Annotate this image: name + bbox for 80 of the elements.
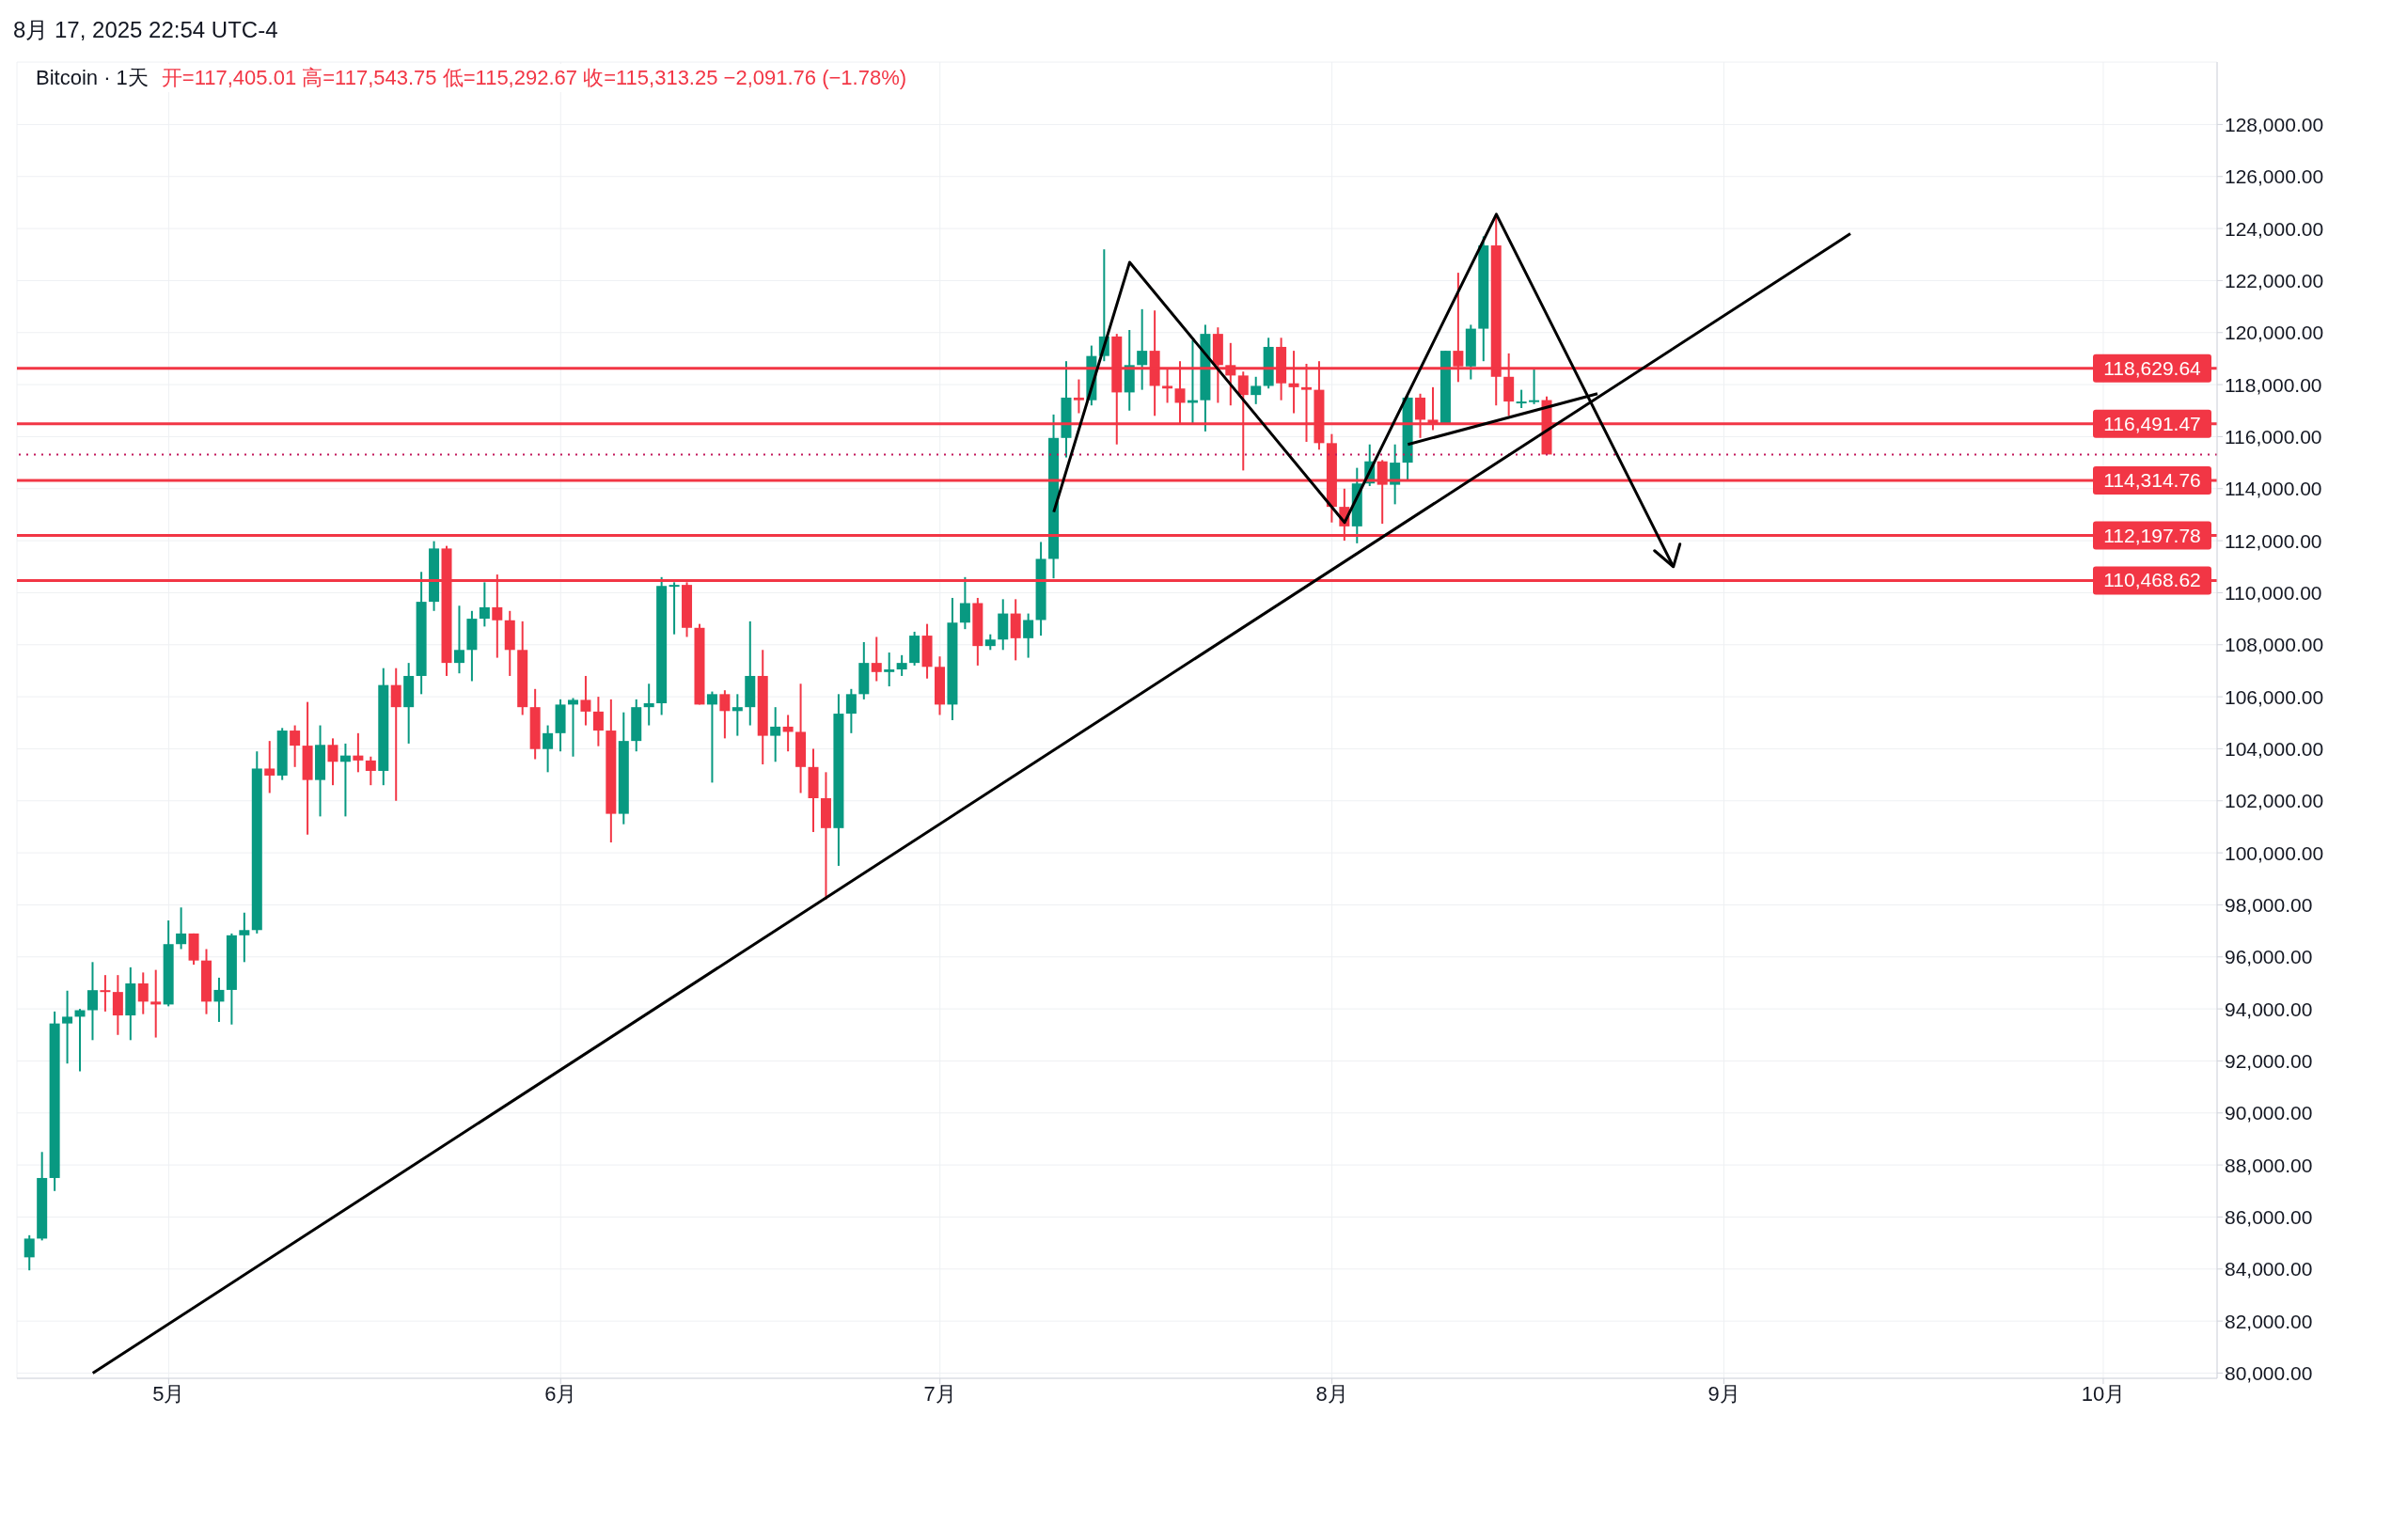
candlestick — [390, 667, 401, 802]
candlestick — [782, 714, 794, 753]
candlestick — [365, 755, 376, 787]
candlestick — [24, 1234, 35, 1272]
candlestick — [1251, 375, 1262, 405]
candlestick — [568, 697, 578, 758]
y-tick-label: 112,000.00 — [2225, 529, 2322, 552]
candlestick — [137, 971, 149, 1015]
y-tick-label: 96,000.00 — [2225, 946, 2313, 968]
x-tick-label: 7月 — [923, 1381, 956, 1406]
candlestick — [732, 693, 743, 737]
candlestick — [100, 974, 111, 1013]
y-tick-label: 102,000.00 — [2225, 790, 2324, 812]
y-tick-label: 82,000.00 — [2225, 1310, 2313, 1332]
candlestick — [290, 724, 301, 768]
candlestick — [176, 906, 187, 951]
y-tick-label: 86,000.00 — [2225, 1205, 2313, 1228]
y-tick-label: 88,000.00 — [2225, 1154, 2313, 1176]
y-tick-label: 98,000.00 — [2225, 893, 2313, 916]
candlestick — [884, 652, 895, 688]
ref-line-label: 116,491.47 — [2103, 412, 2201, 434]
candlestick — [1073, 378, 1084, 415]
y-tick-label: 124,000.00 — [2225, 217, 2324, 240]
y-tick-label: 108,000.00 — [2225, 634, 2324, 656]
candlestick — [643, 683, 654, 727]
candlestick — [213, 976, 225, 1023]
y-tick-label: 120,000.00 — [2225, 322, 2324, 344]
y-tick-label: 122,000.00 — [2225, 269, 2324, 291]
y-tick-label: 80,000.00 — [2225, 1361, 2313, 1384]
y-tick-label: 118,000.00 — [2225, 373, 2322, 396]
ref-line-label: 112,197.78 — [2103, 524, 2201, 546]
candlestick — [1023, 612, 1034, 659]
x-tick-label: 6月 — [544, 1381, 577, 1406]
y-tick-label: 126,000.00 — [2225, 165, 2324, 188]
ref-line-label: 114,314.76 — [2103, 469, 2201, 492]
candlestick — [74, 1008, 86, 1073]
candlestick — [150, 968, 162, 1039]
x-tick-label: 9月 — [1707, 1381, 1740, 1406]
y-tick-label: 100,000.00 — [2225, 841, 2324, 864]
candlestick — [871, 636, 882, 683]
candlestick — [62, 989, 73, 1065]
x-tick-label: 8月 — [1315, 1381, 1348, 1406]
y-tick-label: 90,000.00 — [2225, 1102, 2313, 1124]
candlestick — [770, 706, 781, 763]
candlestick — [959, 575, 970, 631]
candlestick — [327, 737, 338, 787]
candlestick — [669, 581, 680, 636]
text: 8月 17, 2025 22:54 UTC-4 — [12, 16, 279, 44]
candlestick — [580, 674, 591, 727]
x-tick-label: 10月 — [2081, 1381, 2126, 1406]
candlestick — [339, 742, 351, 818]
candlestick — [543, 724, 554, 774]
chart-title: Bitcoin · 1天 — [36, 66, 149, 89]
candlestick — [87, 961, 98, 1042]
y-tick-label: 92,000.00 — [2225, 1049, 2313, 1072]
y-tick-label: 116,000.00 — [2225, 425, 2322, 448]
candlestick — [592, 696, 604, 747]
y-tick-label: 104,000.00 — [2225, 737, 2324, 760]
y-tick-label: 128,000.00 — [2225, 113, 2324, 135]
y-tick-label: 94,000.00 — [2225, 998, 2313, 1020]
y-tick-label: 84,000.00 — [2225, 1258, 2313, 1281]
y-tick-label: 110,000.00 — [2225, 581, 2322, 604]
candlestick — [1529, 368, 1540, 405]
candlestick — [706, 690, 717, 784]
y-tick-label: 114,000.00 — [2225, 478, 2322, 500]
candlestick — [239, 911, 250, 964]
y-tick-label: 106,000.00 — [2225, 685, 2324, 708]
candlestick — [896, 653, 907, 677]
candlestick — [264, 740, 275, 794]
candlestick — [353, 731, 364, 774]
candlestick — [453, 605, 464, 675]
candlestick — [719, 689, 731, 740]
ref-line-label: 110,468.62 — [2103, 569, 2201, 591]
candlestick — [1516, 388, 1527, 409]
annotation: 开=117,405.01 高=117,543.75 低=115,292.67 收=115,313.25 −2,091.76 (−1.78%) — [161, 66, 907, 89]
candlestick — [479, 581, 490, 628]
candlestick — [845, 687, 857, 734]
candlestick — [1137, 307, 1148, 391]
ref-line-label: 118,629.64 — [2103, 356, 2202, 379]
x-tick-label: 5月 — [152, 1381, 185, 1406]
